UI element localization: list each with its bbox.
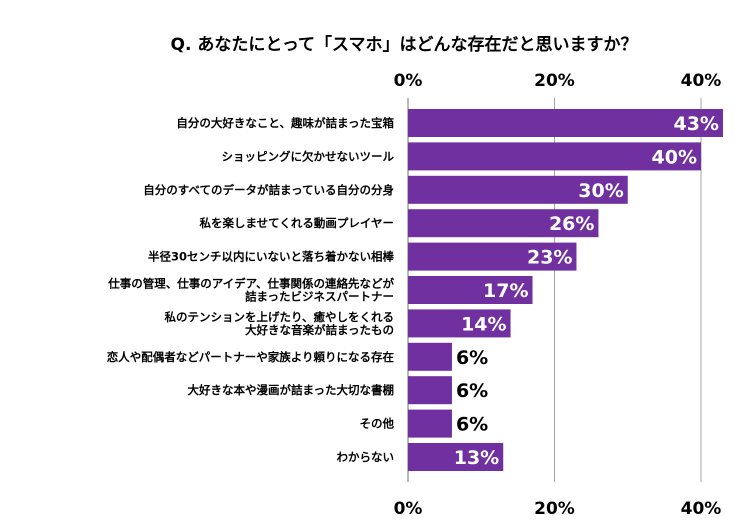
x-tick-label-top: 0% xyxy=(394,71,423,91)
data-label: 13% xyxy=(454,447,499,469)
bar xyxy=(408,443,504,471)
x-tick-label-bottom: 40% xyxy=(681,499,722,519)
category-label: 大好きな本や漫画が詰まった大切な書棚 xyxy=(187,383,394,397)
bar xyxy=(408,276,533,304)
x-tick-label-bottom: 20% xyxy=(534,499,575,519)
category-label: 自分の大好きなこと、趣味が詰まった宝箱 xyxy=(176,116,394,130)
category-label: 詰まったビジネスパートナー xyxy=(245,290,394,304)
bar xyxy=(408,376,452,405)
bar xyxy=(408,409,452,438)
data-label: 40% xyxy=(652,146,697,168)
bar xyxy=(408,342,452,371)
bar xyxy=(408,142,701,171)
category-label: その他 xyxy=(360,417,395,431)
category-label: ショッピングに欠かせないツール xyxy=(222,149,395,163)
x-tick-label-bottom: 0% xyxy=(394,499,423,519)
category-label: 私のテンションを上げたり、癒やしをくれる xyxy=(164,310,394,324)
bar xyxy=(408,309,511,338)
category-label: わからない xyxy=(337,450,395,464)
chart-title: Q. あなたにとって「スマホ」はどんな存在だと思いますか？ xyxy=(171,34,638,55)
bar xyxy=(408,242,577,271)
data-label: 43% xyxy=(673,113,718,135)
category-label: 恋人や配偶者などパートナーや家族より頼りになる存在 xyxy=(107,350,395,364)
category-label: 私を楽しませてくれる動画プレイヤー xyxy=(200,216,394,230)
data-label: 6% xyxy=(456,380,488,402)
category-label: 自分のすべてのデータが詰まっている自分の分身 xyxy=(143,183,394,197)
data-label: 17% xyxy=(483,280,528,302)
category-label: 半径30センチ以内にいないと落ち着かない相棒 xyxy=(148,250,395,264)
bar xyxy=(408,209,599,238)
x-tick-label-top: 20% xyxy=(534,71,575,91)
category-label: 仕事の管理、仕事のアイデア、仕事関係の連絡先などが xyxy=(107,277,394,291)
data-label: 26% xyxy=(549,213,594,235)
data-label: 14% xyxy=(461,313,506,335)
data-label: 23% xyxy=(527,247,572,269)
data-label: 6% xyxy=(456,347,488,369)
x-tick-label-top: 40% xyxy=(681,71,722,91)
bar xyxy=(408,109,723,137)
data-label: 30% xyxy=(578,180,623,202)
category-label: 大好きな音楽が詰まったもの xyxy=(245,323,394,337)
bar xyxy=(408,175,628,204)
data-label: 6% xyxy=(456,414,488,436)
